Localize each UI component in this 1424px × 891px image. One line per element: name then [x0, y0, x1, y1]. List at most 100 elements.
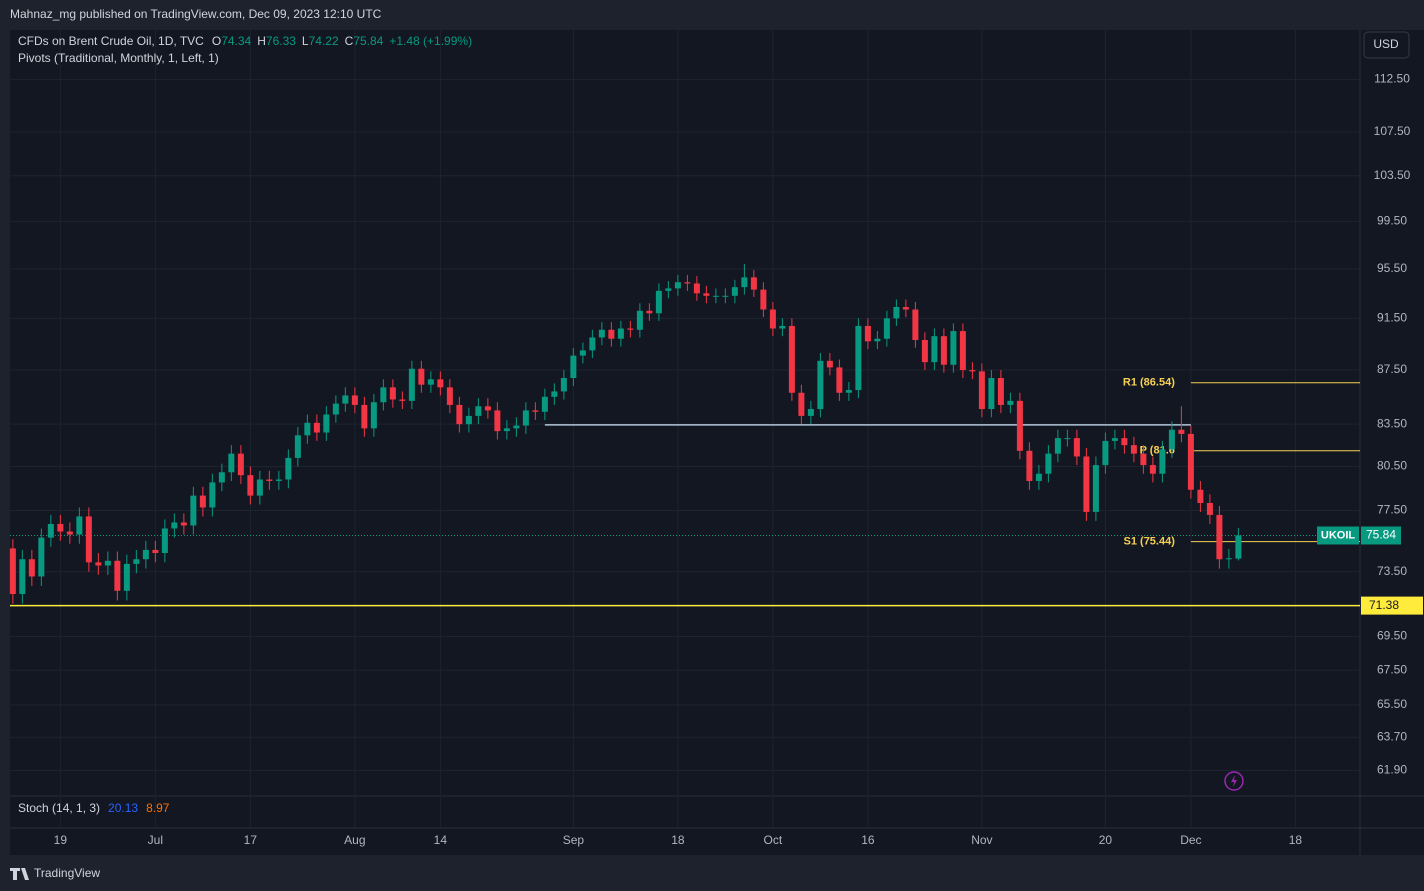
ohlc-value: 74.22: [309, 34, 339, 48]
ohlc-label: C: [345, 34, 354, 48]
candle-body: [1216, 514, 1223, 560]
candle-body: [180, 522, 187, 526]
candle-body: [76, 516, 83, 535]
candle-body: [351, 395, 358, 405]
y-tick-label: 83.50: [1377, 416, 1407, 430]
candle-body: [636, 310, 643, 330]
candle-body: [978, 371, 985, 410]
candle-body: [1045, 453, 1052, 474]
y-tick-label: 69.50: [1377, 629, 1407, 643]
candle-body: [513, 425, 520, 429]
ohlc-label: O: [212, 34, 221, 48]
candle-body: [228, 453, 235, 473]
candle-body: [807, 409, 814, 416]
candle-body: [47, 523, 54, 538]
candle-body: [494, 410, 501, 432]
candle-body: [788, 325, 795, 393]
candle-body: [19, 559, 26, 594]
candle-body: [1225, 558, 1232, 560]
candle-body: [380, 387, 387, 403]
y-tick-label: 112.50: [1374, 71, 1410, 85]
price-label-box: [1361, 596, 1423, 615]
y-tick-label: 73.50: [1377, 564, 1407, 578]
candle-body: [921, 340, 928, 363]
candle-body: [57, 523, 64, 532]
x-tick-label: 16: [861, 833, 875, 847]
candle-body: [532, 410, 539, 412]
candle-body: [750, 277, 757, 290]
y-tick-label: 91.50: [1377, 311, 1407, 325]
candle-body: [570, 355, 577, 379]
candle-body: [1054, 438, 1061, 454]
candle-body: [598, 329, 605, 338]
candle-body: [1035, 473, 1042, 481]
candle-body: [617, 328, 624, 339]
candle-body: [418, 368, 425, 385]
currency-button[interactable]: [1363, 31, 1410, 59]
candle-body: [66, 531, 73, 535]
x-tick-label: Oct: [764, 833, 783, 847]
candle-body: [760, 289, 767, 310]
candle-body: [209, 482, 216, 508]
alert-icon[interactable]: [1224, 771, 1244, 791]
candle-body: [703, 293, 710, 296]
candle-body: [266, 479, 273, 481]
candle-body: [114, 560, 121, 591]
candle-body: [304, 422, 311, 436]
candle-body: [475, 406, 482, 416]
candle-body: [484, 406, 491, 411]
candle-body: [446, 387, 453, 405]
candle-body: [655, 290, 662, 314]
candle-body: [427, 379, 434, 385]
candle-body: [1007, 400, 1014, 405]
candle-body: [437, 379, 444, 388]
candle-body: [85, 516, 92, 563]
candle-body: [285, 457, 292, 480]
price-label: 71.38: [1369, 598, 1399, 612]
candle-body: [104, 560, 111, 566]
candle-body: [361, 404, 368, 429]
candle-body: [1197, 489, 1204, 504]
candle-body: [798, 392, 805, 416]
candle-body: [142, 549, 149, 560]
candle-body: [826, 360, 833, 368]
candle-body: [1111, 438, 1118, 441]
x-tick-label: 18: [671, 833, 685, 847]
y-tick-label: 103.50: [1374, 168, 1411, 182]
candle-body: [247, 475, 254, 496]
candle-body: [1064, 438, 1071, 440]
y-tick-label: 63.70: [1377, 729, 1407, 743]
currency[interactable]: USD: [1373, 37, 1399, 51]
y-tick-label: 87.50: [1377, 362, 1407, 376]
last-price: 75.84: [1366, 528, 1396, 542]
candle-body: [1083, 456, 1090, 512]
candle-body: [817, 360, 824, 410]
candle-body: [1140, 453, 1147, 466]
change: +1.48 (+1.99%): [389, 34, 472, 48]
candle-body: [342, 395, 349, 404]
alert-bolt: [1231, 775, 1237, 787]
candle-body: [332, 403, 339, 415]
candle-body: [28, 559, 35, 577]
y-tick-label: 95.50: [1377, 261, 1407, 275]
candle-body: [902, 307, 909, 310]
candle-body: [665, 288, 672, 291]
candle-body: [722, 295, 729, 297]
candle-body: [1149, 465, 1156, 474]
x-tick-label: Dec: [1180, 833, 1201, 847]
brand: TradingView: [34, 866, 100, 880]
ohlc-label: L: [302, 34, 309, 48]
candle-body: [275, 479, 282, 481]
ohlc-value: 74.34: [221, 34, 251, 48]
candle-body: [38, 537, 45, 577]
candle-body: [171, 522, 178, 529]
candle-body: [522, 410, 529, 426]
candle-body: [693, 283, 700, 294]
candle-body: [313, 422, 320, 433]
candle-body: [237, 453, 244, 476]
x-tick-label: 20: [1099, 833, 1113, 847]
candle-body: [608, 329, 615, 339]
candle-body: [731, 287, 738, 296]
indicator-value: 20.13: [108, 801, 138, 815]
